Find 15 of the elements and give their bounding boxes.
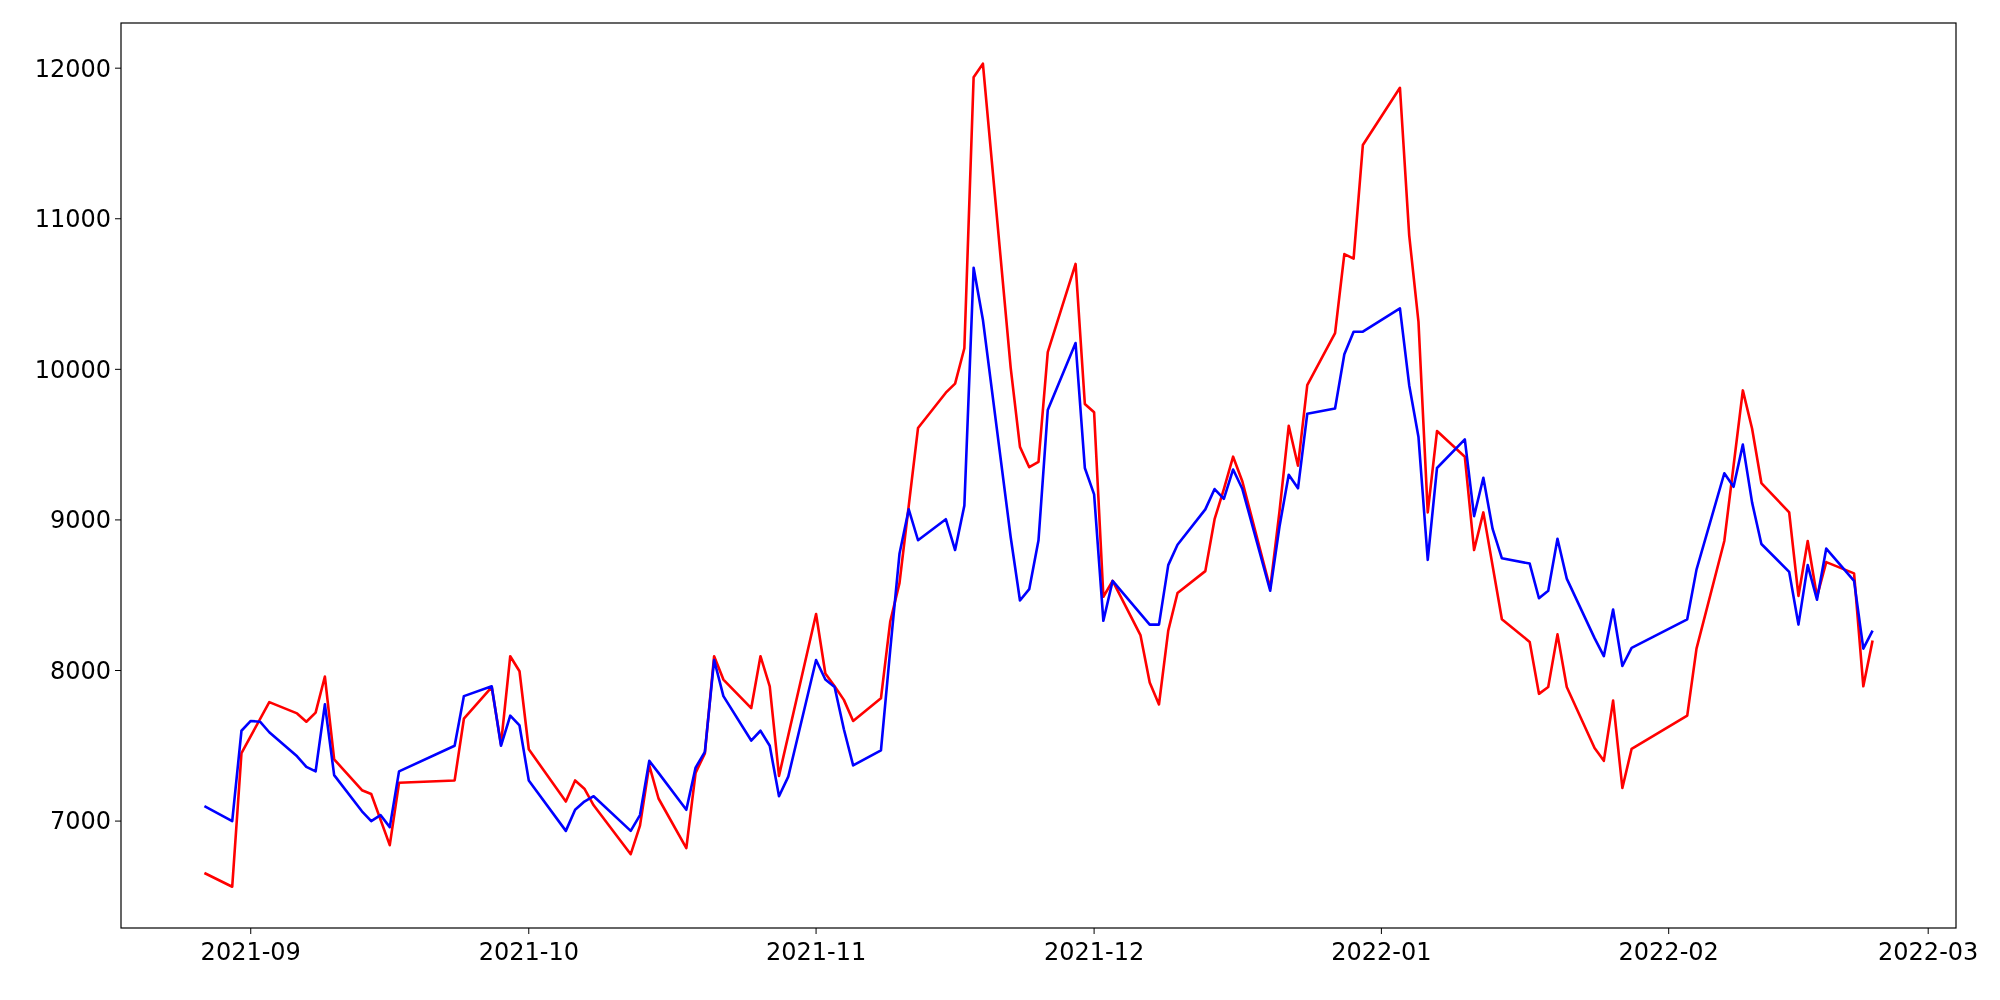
y-tick-label: 7000	[49, 807, 111, 836]
x-tick-label: 2022-02	[1618, 938, 1719, 966]
y-tick-label: 9000	[49, 506, 111, 535]
x-tick-label: 2021-11	[765, 938, 867, 966]
x-tick-label: 2021-10	[478, 938, 579, 966]
x-tick-label: 2021-12	[1043, 938, 1145, 966]
x-tick-label: 2021-09	[200, 938, 301, 966]
x-tick-label: 2022-03	[1878, 938, 1979, 966]
y-tick-label: 11000	[34, 205, 111, 234]
x-tick-label: 2022-01	[1331, 938, 1432, 966]
y-tick-label: 8000	[49, 656, 111, 685]
y-tick-label: 10000	[34, 355, 111, 384]
line-series	[203, 266, 1874, 833]
line-series	[203, 62, 1874, 889]
y-tick-label: 12000	[34, 54, 111, 83]
